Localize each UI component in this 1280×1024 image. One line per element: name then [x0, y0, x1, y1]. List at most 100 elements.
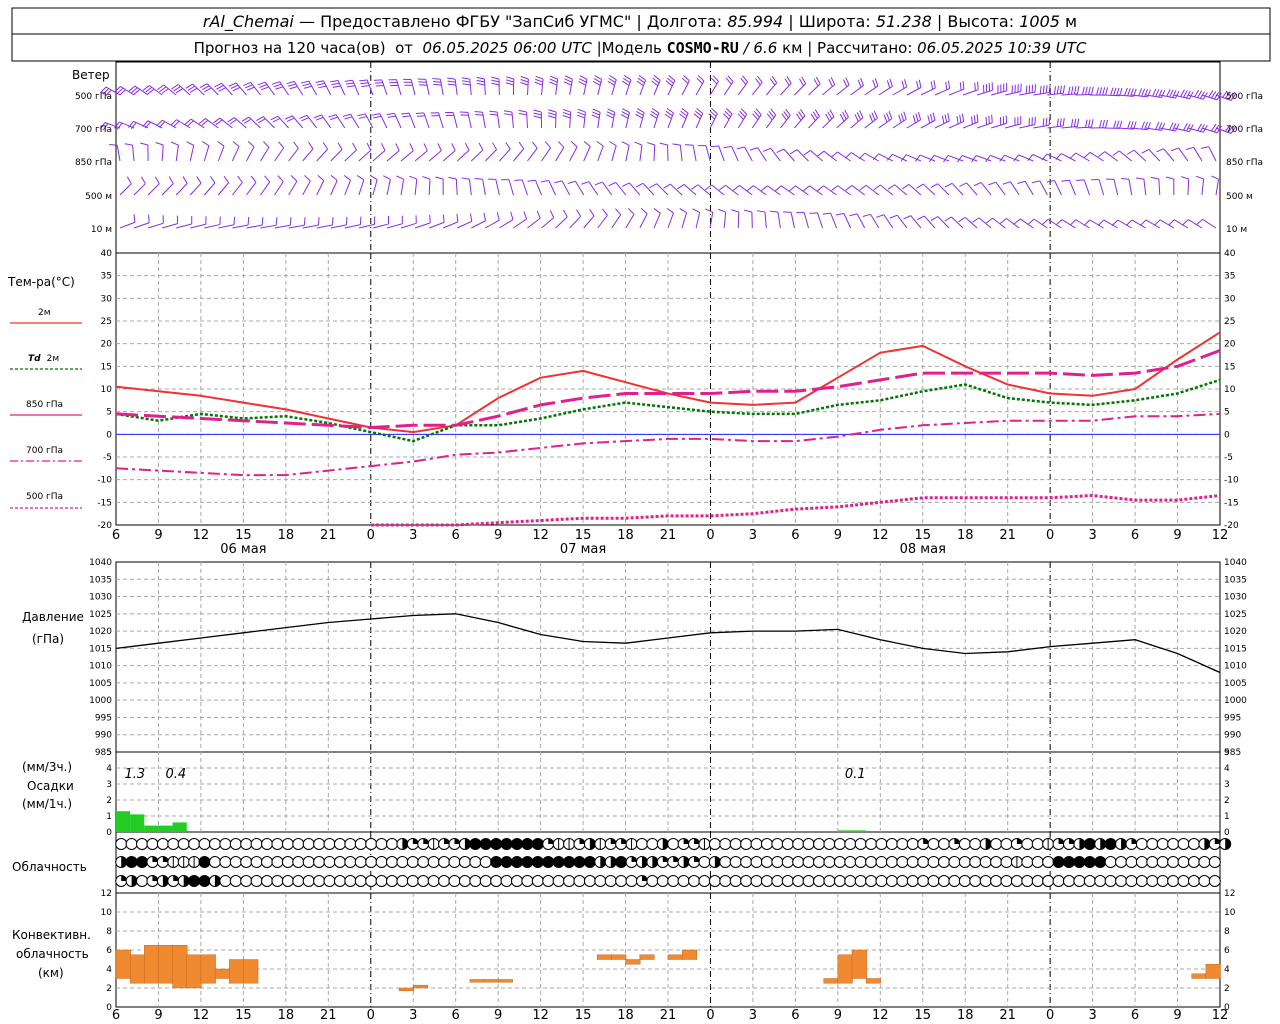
cloud-circle	[438, 875, 451, 887]
cloud-circle	[292, 875, 305, 887]
barb-flag	[301, 117, 309, 122]
wind-barb	[476, 76, 486, 96]
cloud-circle	[1156, 875, 1169, 887]
barb-flag	[130, 87, 138, 94]
wind-barb	[780, 76, 792, 96]
cloud-symbol	[479, 875, 492, 887]
wind-barb	[803, 185, 823, 196]
barb-flag	[1076, 118, 1080, 127]
barb-flag	[1227, 92, 1234, 100]
wind-barb	[372, 216, 390, 229]
cloud-mark	[610, 856, 617, 868]
barb-flag	[876, 214, 885, 218]
wind-barb	[499, 211, 514, 229]
wind-barb	[780, 108, 791, 129]
barb-flag	[822, 212, 831, 215]
cloud-circle	[813, 856, 826, 868]
cloud-symbol	[417, 875, 430, 887]
barb-staff	[483, 78, 486, 96]
cloud-symbol	[375, 838, 388, 850]
barb-flag	[342, 113, 351, 117]
barb-staff	[535, 180, 543, 196]
precip-bar	[158, 825, 173, 832]
cloud-symbol	[1094, 875, 1107, 887]
wind-barb	[1141, 148, 1161, 162]
barb-flag	[947, 80, 951, 89]
cloud-symbol	[885, 875, 898, 887]
cloud-circle	[427, 875, 440, 887]
cloud-circle	[386, 838, 398, 850]
cloud-circle	[740, 875, 753, 887]
cloud-symbol	[500, 875, 513, 887]
barb-flag	[976, 114, 979, 123]
cloud-circle	[208, 856, 221, 868]
barb-flag	[859, 184, 867, 191]
cloud-symbol	[125, 856, 138, 868]
barb-flag	[415, 112, 424, 114]
barb-flag	[827, 111, 833, 120]
barb-flag	[828, 79, 833, 87]
wind-barb	[1041, 153, 1062, 162]
barb-flag	[873, 184, 881, 191]
cloud-symbol	[885, 838, 898, 850]
cloud-symbol	[740, 838, 753, 850]
wind-barb	[583, 208, 595, 229]
barb-flag	[622, 108, 630, 113]
cloud-circle	[240, 856, 253, 868]
wind-barb	[1033, 117, 1051, 129]
cloud-circle	[136, 838, 149, 850]
wind-barb	[649, 183, 669, 196]
cloud-symbol	[1052, 875, 1065, 887]
barb-flag	[184, 118, 192, 125]
barb-flag	[170, 119, 177, 126]
barb-flag	[578, 81, 586, 86]
wind-barb	[1019, 116, 1036, 129]
cloud-circle	[813, 838, 826, 850]
wind-barb	[156, 119, 177, 129]
wind-barb	[609, 141, 617, 162]
barb-flag	[99, 122, 106, 130]
cloud-symbol	[136, 875, 149, 887]
lon-label: Долгота:	[647, 12, 722, 31]
wind-barb	[710, 145, 725, 162]
temp-ytick-right: 10	[1224, 385, 1236, 395]
barb-staff	[1098, 179, 1105, 196]
barb-flag	[1183, 122, 1188, 131]
wind-barb	[109, 144, 121, 162]
wind-barb	[358, 142, 372, 162]
press-ytick-left: 1005	[89, 679, 112, 689]
cloud-circle	[1115, 875, 1128, 887]
press-ytick-left: 1020	[89, 627, 112, 637]
barb-flag	[478, 142, 484, 151]
barb-flag	[548, 115, 557, 119]
barb-flag	[666, 107, 674, 114]
barb-staff	[428, 221, 445, 229]
wind-barb	[889, 214, 908, 229]
temp-x-hour-label: 6	[452, 528, 460, 543]
barb-flag	[872, 153, 879, 161]
cloud-circle	[656, 875, 669, 887]
barb-staff	[561, 180, 571, 196]
wind-barb	[606, 108, 616, 129]
barb-flag	[1084, 119, 1088, 128]
barb-flag	[302, 83, 311, 87]
wind-barb	[831, 151, 851, 162]
barb-staff	[725, 184, 739, 196]
cloud-symbol	[573, 875, 586, 887]
cloud-mark	[521, 838, 533, 850]
barb-flag	[1211, 91, 1217, 99]
wind-barb	[835, 213, 852, 229]
wind-barb	[139, 142, 149, 162]
barb-flag	[187, 85, 196, 91]
barb-flag	[756, 210, 766, 213]
barb-flag	[1180, 176, 1189, 180]
barb-flag	[261, 217, 264, 226]
wind-barb	[679, 107, 689, 129]
forecast-prefix: Прогноз на 120 часа(ов) от	[194, 39, 418, 57]
barb-staff	[1103, 219, 1118, 229]
barb-flag	[386, 112, 395, 116]
barb-staff	[777, 212, 781, 229]
barb-flag	[736, 146, 745, 150]
barb-flag	[647, 142, 655, 146]
wind-barb	[651, 74, 661, 96]
